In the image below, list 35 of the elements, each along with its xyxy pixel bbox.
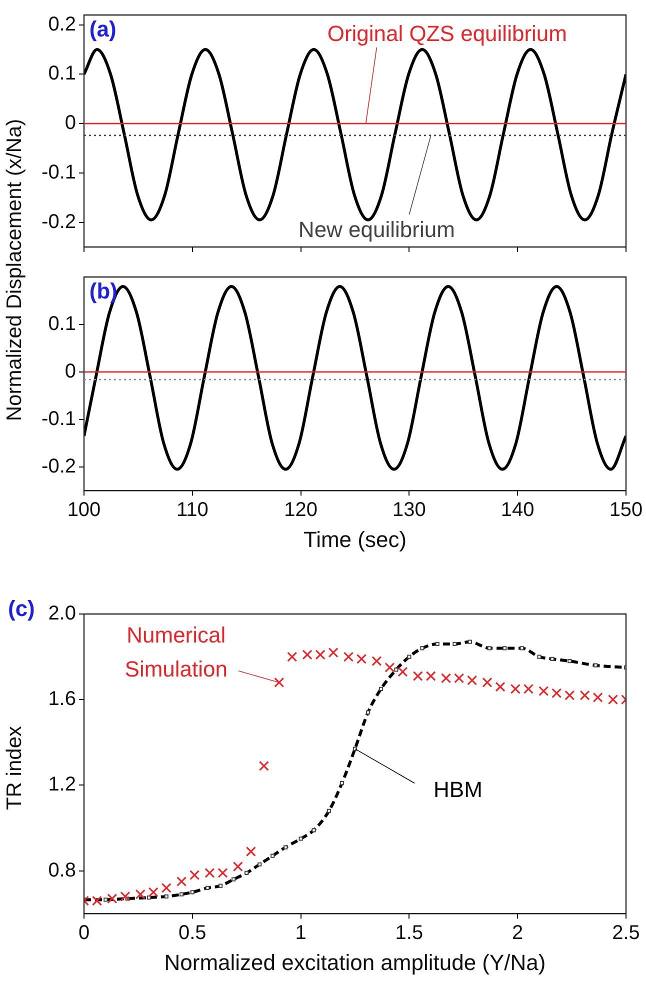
y-tick-label: 1.6 (48, 688, 76, 710)
y-tick-label: 1.2 (48, 774, 76, 796)
y-tick-label: -0.1 (42, 408, 76, 430)
x-tick-label: 150 (609, 499, 643, 522)
y-tick-label: 2.0 (48, 602, 76, 625)
annotation: (b) (89, 278, 118, 304)
y-tick-label: -0.2 (42, 210, 76, 233)
x-tick-label: 140 (500, 499, 534, 522)
x-tick-label: 1.5 (395, 922, 424, 944)
x-tick-label: 1 (295, 922, 306, 944)
x-tick-label: 0.5 (178, 922, 206, 944)
y-tick-label: -0.1 (42, 161, 76, 184)
y-tick-label: 0.8 (48, 859, 76, 882)
y-tick-label: 0 (64, 360, 76, 382)
y-tick-label: 0.1 (48, 312, 76, 335)
x-tick-label: 100 (67, 499, 101, 522)
y-tick-label: -0.2 (42, 455, 76, 478)
text: HBM (434, 776, 482, 802)
text: (c) (8, 596, 35, 622)
x-tick-label: 110 (176, 499, 208, 522)
x-tick-label: 120 (284, 499, 318, 522)
y-tick-label: 0.1 (48, 62, 76, 85)
ref-line-label: New equilibrium (298, 216, 455, 242)
y-axis-title: TR index (3, 726, 26, 810)
text: Numerical Simulation (124, 622, 228, 682)
ref-line-label: Original QZS equilibrium (327, 20, 567, 46)
x-axis-title: Normalized excitation amplitude (Y/Na) (164, 950, 546, 975)
y-axis-title: Normalized Displacement (x/Na) (3, 118, 27, 424)
x-tick-label: 2 (512, 922, 524, 944)
x-tick-label: 130 (392, 499, 426, 522)
y-tick-label: 0.2 (48, 13, 76, 36)
y-tick-label: 0 (64, 112, 76, 134)
annotation: (a) (89, 16, 116, 42)
x-axis-title: Time (sec) (303, 526, 407, 552)
x-tick-label: 2.5 (612, 922, 640, 944)
